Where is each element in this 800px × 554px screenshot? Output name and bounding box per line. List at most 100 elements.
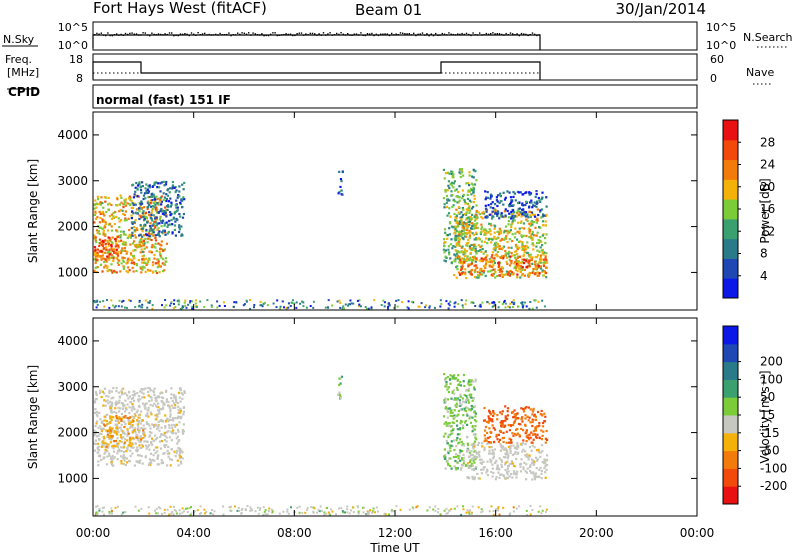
data-cell <box>160 203 163 206</box>
data-cell <box>168 513 171 516</box>
data-cell <box>140 215 143 218</box>
data-cell <box>129 442 132 445</box>
data-cell <box>453 305 456 308</box>
data-cell <box>474 436 477 439</box>
data-cell <box>445 300 448 303</box>
data-cell <box>494 212 497 215</box>
data-cell <box>536 200 539 203</box>
data-cell <box>490 459 493 462</box>
data-cell <box>179 460 182 463</box>
data-cell <box>520 274 524 277</box>
data-cell <box>469 231 472 234</box>
data-cell <box>516 209 519 212</box>
data-cell <box>157 402 160 405</box>
data-cell <box>151 229 154 232</box>
data-cell <box>165 199 168 203</box>
data-cell <box>450 190 453 193</box>
data-cell <box>485 229 488 232</box>
data-cell <box>452 456 455 459</box>
data-cell <box>499 200 502 203</box>
data-cell <box>102 233 105 236</box>
data-cell <box>110 269 113 272</box>
data-cell <box>118 410 121 413</box>
data-cell <box>128 460 131 463</box>
data-cell <box>113 410 116 413</box>
data-cell <box>502 436 506 439</box>
data-cell <box>523 250 526 253</box>
data-cell <box>481 442 484 445</box>
data-cell <box>328 511 330 514</box>
data-cell <box>443 448 446 451</box>
data-cell <box>148 211 151 214</box>
data-cell <box>356 299 359 302</box>
data-cell <box>125 219 128 222</box>
data-cell <box>199 300 202 303</box>
data-cell <box>510 212 513 215</box>
data-cell <box>362 506 364 509</box>
data-cell <box>474 238 477 241</box>
data-cell <box>168 406 171 409</box>
data-cell <box>160 231 164 234</box>
data-cell <box>472 386 476 389</box>
data-cell <box>526 434 529 437</box>
data-cell <box>460 440 463 444</box>
data-cell <box>249 509 252 512</box>
data-cell <box>446 198 450 201</box>
data-cell <box>469 256 472 259</box>
data-cell <box>474 412 477 415</box>
data-cell <box>467 241 470 244</box>
data-cell <box>529 234 532 237</box>
data-cell <box>123 201 126 204</box>
nsearch-point <box>124 32 127 35</box>
data-cell <box>494 461 497 464</box>
data-cell <box>470 200 473 203</box>
data-cell <box>166 232 169 235</box>
data-cell <box>527 406 530 409</box>
data-cell <box>445 507 448 510</box>
data-cell <box>149 403 152 407</box>
data-cell <box>455 266 458 269</box>
data-cell <box>107 196 110 199</box>
data-cell <box>475 420 478 423</box>
data-cell <box>118 210 121 213</box>
data-cell <box>131 222 134 225</box>
data-cell <box>107 203 110 206</box>
data-cell <box>484 262 488 265</box>
data-cell <box>110 256 113 259</box>
data-cell <box>101 510 104 513</box>
data-cell <box>533 234 536 237</box>
data-cell <box>474 450 477 453</box>
data-cell <box>103 305 106 308</box>
data-cell <box>524 191 527 194</box>
data-cell <box>470 453 473 456</box>
data-cell <box>497 261 501 264</box>
data-cell <box>466 509 469 512</box>
data-cell <box>445 424 448 427</box>
data-cell <box>500 256 503 259</box>
data-cell <box>154 208 157 211</box>
data-cell <box>522 253 525 256</box>
data-cell <box>486 442 489 445</box>
data-cell <box>264 301 266 304</box>
data-cell <box>169 410 172 413</box>
data-cell <box>168 418 171 421</box>
data-cell <box>453 302 456 305</box>
data-cell <box>475 237 478 240</box>
data-cell <box>526 514 529 516</box>
data-cell <box>497 433 500 436</box>
data-cell <box>116 449 120 452</box>
data-cell <box>203 512 206 515</box>
data-cell <box>151 209 154 212</box>
data-cell <box>532 430 536 433</box>
data-cell <box>490 193 493 196</box>
data-cell <box>155 218 158 221</box>
nsearch-point <box>360 32 362 34</box>
data-cell <box>535 193 538 196</box>
data-cell <box>536 459 539 462</box>
data-cell <box>501 237 504 241</box>
data-cell <box>448 444 451 447</box>
data-cell <box>153 245 156 248</box>
data-cell <box>156 413 159 416</box>
data-cell <box>467 181 470 185</box>
data-cell <box>512 510 515 513</box>
